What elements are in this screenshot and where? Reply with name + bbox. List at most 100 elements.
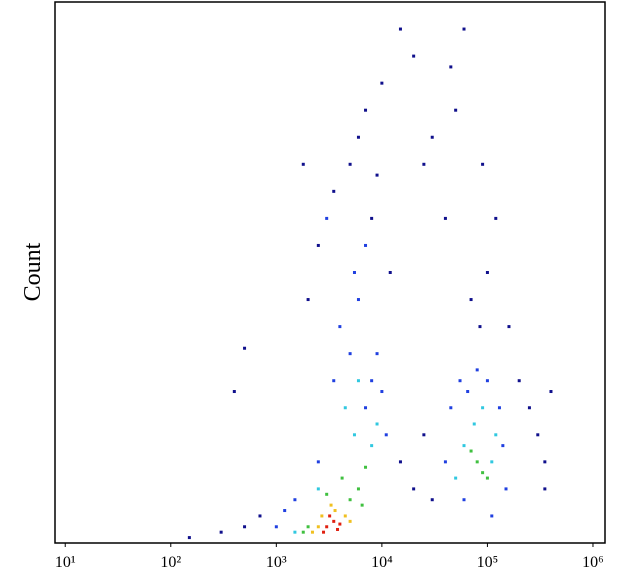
- point: [333, 509, 337, 513]
- point: [454, 476, 458, 480]
- point: [310, 530, 314, 534]
- point: [462, 498, 466, 502]
- point: [375, 422, 379, 426]
- point: [243, 525, 247, 529]
- point: [469, 449, 473, 453]
- point: [332, 519, 336, 523]
- point: [536, 433, 540, 437]
- point: [422, 162, 426, 166]
- point: [466, 390, 470, 394]
- point: [485, 476, 489, 480]
- point: [501, 444, 505, 448]
- point: [475, 368, 479, 372]
- point: [490, 514, 494, 518]
- point: [398, 460, 402, 464]
- point: [325, 492, 329, 496]
- point: [332, 379, 336, 383]
- point: [462, 444, 466, 448]
- x-tick-label: 10³: [266, 554, 287, 571]
- x-tick-label: 10⁴: [371, 554, 393, 571]
- x-tick-label: 10⁵: [477, 554, 499, 571]
- x-tick-label: 10²: [160, 554, 181, 571]
- y-axis-label: Count: [20, 242, 46, 301]
- point: [316, 487, 320, 491]
- point: [360, 503, 364, 507]
- point: [481, 162, 485, 166]
- plot-frame: [54, 1, 606, 544]
- point: [348, 162, 352, 166]
- point: [293, 530, 297, 534]
- point: [462, 27, 466, 31]
- point: [283, 509, 287, 513]
- point: [478, 325, 482, 329]
- point: [274, 525, 278, 529]
- point: [301, 530, 305, 534]
- point: [380, 390, 384, 394]
- x-tick-label: 10¹: [55, 554, 76, 571]
- point: [364, 465, 368, 469]
- point: [364, 406, 368, 410]
- point: [301, 162, 305, 166]
- point: [494, 216, 498, 220]
- point: [384, 433, 388, 437]
- point: [485, 271, 489, 274]
- point: [475, 460, 479, 464]
- point: [481, 406, 485, 410]
- point: [356, 379, 360, 383]
- point: [348, 352, 352, 356]
- point: [352, 271, 356, 274]
- point: [219, 530, 223, 534]
- point: [232, 390, 236, 394]
- point: [449, 65, 453, 69]
- point: [490, 460, 494, 464]
- point: [364, 108, 368, 112]
- point: [443, 216, 447, 220]
- point: [449, 406, 453, 410]
- point: [370, 379, 374, 383]
- point: [343, 406, 347, 410]
- point: [412, 54, 416, 58]
- point: [527, 406, 531, 410]
- point: [430, 498, 434, 502]
- point: [306, 298, 310, 302]
- point: [504, 487, 508, 491]
- point: [469, 298, 473, 302]
- point: [325, 525, 329, 529]
- point: [454, 108, 458, 112]
- point: [398, 27, 402, 31]
- point: [507, 325, 511, 329]
- point: [356, 135, 360, 139]
- point: [316, 460, 320, 464]
- point: [356, 298, 360, 302]
- point: [497, 406, 501, 410]
- x-tick-label: 10⁶: [582, 554, 604, 571]
- point: [543, 487, 547, 491]
- point: [243, 346, 247, 350]
- point: [306, 525, 310, 529]
- point: [187, 536, 191, 540]
- point: [293, 498, 297, 502]
- point: [316, 243, 320, 247]
- point: [348, 519, 352, 523]
- point: [380, 81, 384, 85]
- point: [343, 514, 347, 518]
- point: [375, 173, 379, 177]
- point: [320, 514, 324, 518]
- point: [388, 271, 392, 274]
- point: [549, 390, 553, 394]
- point: [517, 379, 521, 383]
- point: [332, 189, 336, 193]
- point: [352, 433, 356, 437]
- point: [472, 422, 476, 426]
- point: [458, 379, 462, 383]
- point: [543, 460, 547, 464]
- point: [336, 527, 340, 531]
- point: [322, 530, 326, 534]
- point: [325, 216, 329, 220]
- point: [370, 216, 374, 220]
- point: [348, 498, 352, 502]
- point: [481, 471, 485, 475]
- point: [338, 522, 342, 526]
- point: [340, 476, 344, 480]
